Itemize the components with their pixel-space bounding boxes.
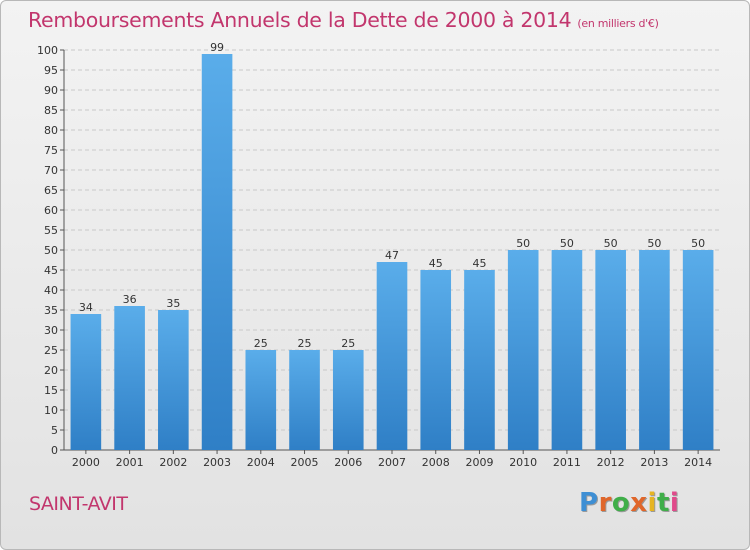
logo-letter: t: [656, 488, 670, 518]
x-tick-label-2011: 2011: [553, 456, 581, 469]
x-tick-label-2014: 2014: [684, 456, 712, 469]
y-tick-label: 30: [44, 324, 58, 337]
bar-2001: [114, 306, 145, 450]
bar-2011: [551, 250, 583, 450]
data-labels: 34 36 35 99 25 25 25 47 45 45 50 50 50 50 50: [79, 41, 705, 350]
bar-2006: [332, 350, 364, 450]
logo-letter: P: [579, 488, 599, 518]
data-label-2002: 35: [166, 297, 180, 310]
x-tick-label-2008: 2008: [422, 456, 450, 469]
chart-title: Remboursements Annuels de la Dette de 20…: [28, 8, 659, 32]
logo-letter: i: [647, 488, 657, 518]
bar-2014: [682, 250, 714, 450]
y-tick-label: 10: [44, 404, 58, 417]
x-tick-labels: 2000 2001 2002 2003 2004 2005 2006 2007 2008 2009…: [72, 456, 712, 469]
y-tick-label: 45: [44, 264, 58, 277]
data-label-2011: 50: [560, 237, 574, 250]
chart-subtitle: (en milliers d'€): [577, 17, 659, 30]
x-tick-label-2004: 2004: [247, 456, 275, 469]
bar-2002: [158, 310, 189, 450]
y-tick-label: 65: [44, 184, 58, 197]
y-tick-labels: 0 5 10 15 20 25 30 35 40 45 50 55 60 65 70 75 80 85 90 95 10…: [37, 44, 58, 457]
y-tick-label: 20: [44, 364, 58, 377]
y-tick-label: 50: [44, 244, 58, 257]
data-label-2009: 45: [472, 257, 486, 270]
y-tick-label: 40: [44, 284, 58, 297]
y-tick-label: 60: [44, 204, 58, 217]
x-tick-label-2009: 2009: [465, 456, 493, 469]
y-tick-label: 100: [37, 44, 58, 57]
bar-2003: [201, 54, 233, 450]
logo-letter: r: [598, 488, 612, 518]
data-label-2001: 36: [123, 293, 137, 306]
bar-2013: [639, 250, 670, 450]
data-label-2010: 50: [516, 237, 530, 250]
x-tick-label-2003: 2003: [203, 456, 231, 469]
proxiti-logo: Proxiti: [579, 488, 679, 518]
bar-2009: [464, 270, 495, 450]
x-tick-label-2013: 2013: [640, 456, 668, 469]
x-tick-label-2002: 2002: [159, 456, 187, 469]
data-label-2004: 25: [254, 337, 268, 350]
chart-title-text: Remboursements Annuels de la Dette de 20…: [28, 8, 572, 32]
x-tick-label-2000: 2000: [72, 456, 100, 469]
data-label-2003: 99: [210, 41, 224, 54]
x-tick-label-2006: 2006: [334, 456, 362, 469]
bar-2008: [420, 270, 452, 450]
logo-letter: x: [630, 488, 648, 518]
y-tick-label: 85: [44, 104, 58, 117]
bar-2004: [245, 350, 277, 450]
data-label-2000: 34: [79, 301, 93, 314]
bar-2005: [289, 350, 320, 450]
data-label-2013: 50: [647, 237, 661, 250]
y-tick-label: 95: [44, 64, 58, 77]
commune-name: SAINT-AVIT: [29, 493, 128, 515]
y-tick-label: 55: [44, 224, 58, 237]
y-tick-label: 5: [51, 424, 58, 437]
data-label-2005: 25: [298, 337, 312, 350]
data-label-2006: 25: [341, 337, 355, 350]
bars: [70, 54, 714, 450]
y-tick-label: 35: [44, 304, 58, 317]
y-tick-label: 70: [44, 164, 58, 177]
bar-2000: [70, 314, 102, 450]
logo-letter: i: [669, 488, 680, 518]
data-label-2007: 47: [385, 249, 399, 262]
data-label-2008: 45: [429, 257, 443, 270]
x-tick-label-2001: 2001: [116, 456, 144, 469]
y-tick-label: 15: [44, 384, 58, 397]
y-tick-label: 0: [51, 444, 58, 457]
y-tick-label: 80: [44, 124, 58, 137]
bar-2010: [507, 250, 539, 450]
y-tick-label: 75: [44, 144, 58, 157]
logo-letter: o: [611, 488, 631, 518]
x-tick-label-2007: 2007: [378, 456, 406, 469]
data-label-2012: 50: [604, 237, 618, 250]
data-label-2014: 50: [691, 237, 705, 250]
x-tick-label-2010: 2010: [509, 456, 537, 469]
x-tick-label-2012: 2012: [597, 456, 625, 469]
y-tick-label: 90: [44, 84, 58, 97]
bar-2007: [376, 262, 408, 450]
y-tick-label: 25: [44, 344, 58, 357]
x-tick-label-2005: 2005: [291, 456, 319, 469]
bar-2012: [595, 250, 626, 450]
